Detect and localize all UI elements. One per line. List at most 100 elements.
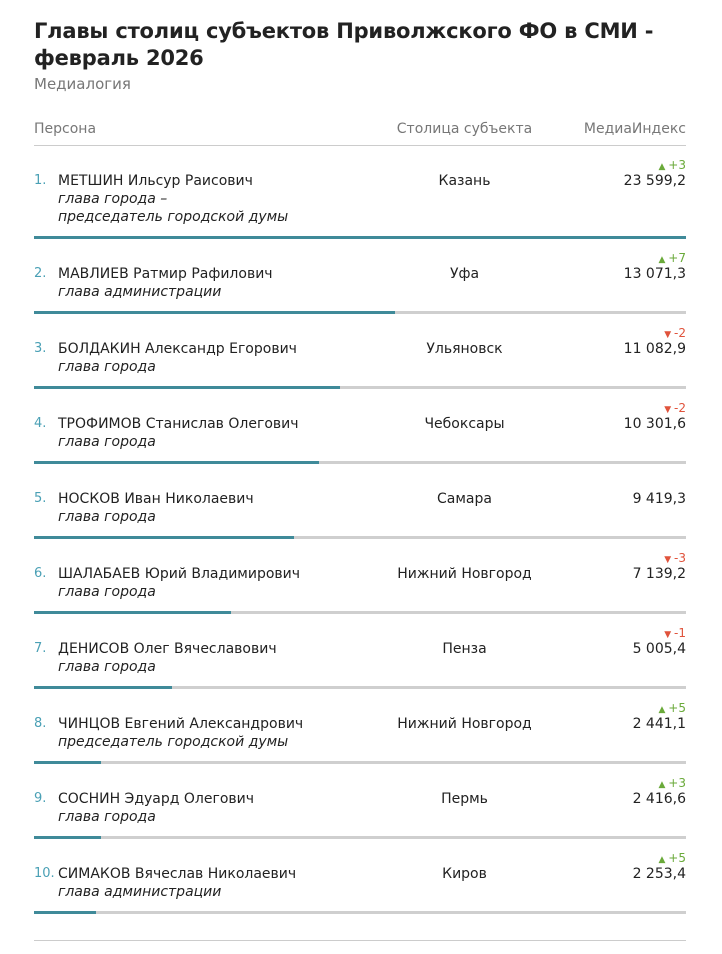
bar-track	[34, 611, 686, 614]
row-main: 5. НОСКОВ Иван Николаевич глава города Сама…	[34, 490, 686, 526]
index-bar	[34, 311, 396, 314]
table-row: ▼ -2 4. ТРОФИМОВ Станислав Олегович глава г…	[34, 389, 686, 464]
index-bar	[34, 386, 341, 389]
media-index: 23 599,2	[623, 173, 686, 189]
table-row: ▲ +5 8. ЧИНЦОВ Евгений Александрович предсе…	[34, 689, 686, 764]
arrow-up: ▲	[658, 162, 669, 172]
rank: 4.	[34, 416, 47, 431]
bar-track	[34, 536, 686, 539]
change-cell: ▲ +5	[34, 851, 687, 865]
person-name: МАВЛИЕВ Ратмир Рафилович	[58, 266, 273, 282]
index-bar	[34, 761, 102, 764]
media-index: 10 301,6	[623, 416, 686, 432]
rank: 3.	[34, 341, 47, 356]
person: МЕТШИН Ильсур Раисович глава города – пре…	[58, 172, 353, 226]
column-header: Столица субъекта	[396, 121, 533, 137]
person-name: БОЛДАКИН Александр Егорович	[58, 341, 297, 357]
rank: 6.	[34, 566, 47, 581]
city: Казань	[438, 173, 491, 189]
index-bar	[34, 686, 173, 689]
person-name: ТРОФИМОВ Станислав Олегович	[58, 416, 299, 432]
person-role: глава города – председатель городской ду…	[58, 191, 289, 225]
change-cell: ▼ -1	[34, 626, 686, 640]
row-main: 4. ТРОФИМОВ Станислав Олегович глава город…	[34, 415, 686, 451]
row-main: 7. ДЕНИСОВ Олег Вячеславович глава города П…	[34, 640, 686, 676]
person: БОЛДАКИН Александр Егорович глава города	[58, 340, 353, 376]
index-bar	[34, 911, 97, 914]
change-cell: ▲ +7	[34, 251, 687, 265]
row-main: 10. СИМАКОВ Вячеслав Николаевич глава адми…	[34, 865, 686, 901]
row-main: 9. СОСНИН Эдуард Олегович глава города Перм…	[34, 790, 686, 826]
table-row: ▲ +7 2. МАВЛИЕВ Ратмир Рафилович глава адми…	[34, 239, 686, 314]
change: +5	[668, 701, 686, 715]
index-bar	[34, 611, 232, 614]
person-role: глава города	[58, 359, 156, 375]
person-role: глава города	[58, 584, 156, 600]
title: Главы столиц субъектов Приволжского ФО в…	[34, 19, 654, 70]
city: Нижний Новгород	[397, 716, 532, 732]
rank: 9.	[34, 791, 47, 806]
person: ШАЛАБАЕВ Юрий Владимирович глава города	[58, 565, 353, 601]
table-row: 5. НОСКОВ Иван Николаевич глава города Сама…	[34, 464, 686, 539]
rows: ▲ +3 1. МЕТШИН Ильсур Раисович глава города…	[34, 146, 686, 914]
city: Пенза	[442, 641, 487, 657]
change: -2	[674, 326, 686, 340]
table-row: ▼ -1 7. ДЕНИСОВ Олег Вячеславович глава гор…	[34, 614, 686, 689]
person-role: глава администрации	[58, 284, 222, 300]
city: Ульяновск	[426, 341, 503, 357]
change-cell	[34, 476, 686, 490]
change: -2	[674, 401, 686, 415]
bar-track	[34, 311, 686, 314]
person-role: председатель городской думы	[58, 734, 289, 750]
rank: 7.	[34, 641, 47, 656]
change: +5	[668, 851, 686, 865]
arrow-down: ▼	[664, 555, 675, 565]
person-name: ДЕНИСОВ Олег Вячеславович	[58, 641, 277, 657]
rank: 8.	[34, 716, 47, 731]
person: СИМАКОВ Вячеслав Николаевич глава админис…	[58, 865, 353, 901]
change-cell: ▲ +5	[34, 701, 687, 715]
rank: 10.	[34, 866, 55, 881]
index-bar	[34, 236, 686, 239]
table-row: ▼ -3 6. ШАЛАБАЕВ Юрий Владимирович глава го…	[34, 539, 686, 614]
city: Самара	[437, 491, 492, 507]
person-name: МЕТШИН Ильсур Раисович	[58, 173, 253, 189]
city: Нижний Новгород	[397, 566, 532, 582]
arrow-up: ▲	[658, 255, 669, 265]
rank: 5.	[34, 491, 47, 506]
bar-track	[34, 686, 686, 689]
media-index: 9 419,3	[632, 491, 686, 507]
column-header: Персона	[34, 121, 97, 137]
change-cell: ▲ +3	[34, 158, 687, 172]
arrow-down: ▼	[664, 330, 675, 340]
change-cell: ▼ -2	[34, 401, 686, 415]
person-name: ШАЛАБАЕВ Юрий Владимирович	[58, 566, 301, 582]
person: МАВЛИЕВ Ратмир Рафилович глава администра…	[58, 265, 353, 301]
change: -3	[674, 551, 686, 565]
media-index: 2 416,6	[632, 791, 686, 807]
row-main: 1. МЕТШИН Ильсур Раисович глава города – п…	[34, 172, 686, 226]
change: +3	[668, 158, 686, 172]
person: ДЕНИСОВ Олег Вячеславович глава города	[58, 640, 353, 676]
person-role: глава администрации	[58, 884, 222, 900]
table-row: ▲ +5 10. СИМАКОВ Вячеслав Николаевич глава …	[34, 839, 686, 914]
person: ЧИНЦОВ Евгений Александрович председатель…	[58, 715, 353, 751]
arrow-up: ▲	[658, 705, 669, 715]
bar-track	[34, 236, 686, 239]
person-name: СИМАКОВ Вячеслав Николаевич	[58, 866, 297, 882]
bar-track	[34, 386, 686, 389]
person-role: глава города	[58, 434, 156, 450]
footer-line	[34, 940, 686, 941]
table-header: Персона Столица субъекта МедиаИндекс	[34, 121, 686, 146]
bar-track	[34, 761, 686, 764]
person-name: СОСНИН Эдуард Олегович	[58, 791, 255, 807]
rank: 1.	[34, 173, 47, 188]
index-bar	[34, 536, 295, 539]
media-index: 11 082,9	[623, 341, 686, 357]
row-main: 3. БОЛДАКИН Александр Егорович глава город…	[34, 340, 686, 376]
index-bar	[34, 836, 101, 839]
arrow-up: ▲	[658, 780, 669, 790]
media-index: 5 005,4	[632, 641, 686, 657]
arrow-up: ▲	[658, 855, 669, 865]
